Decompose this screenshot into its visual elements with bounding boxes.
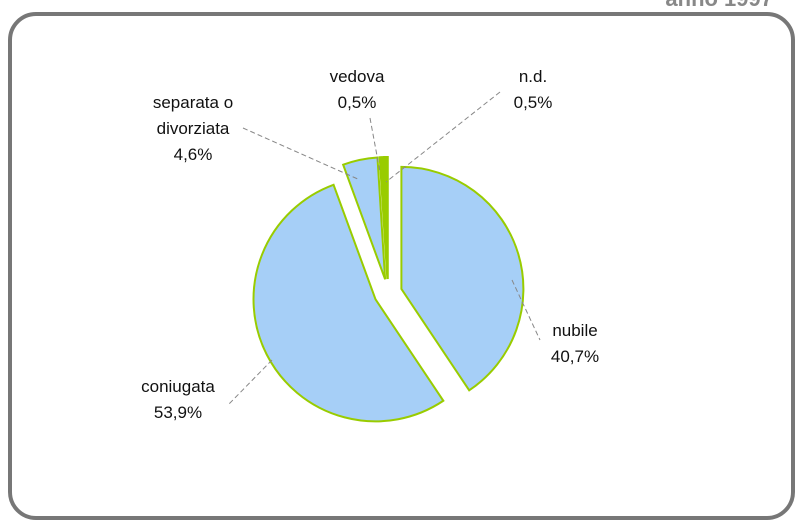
leader-line [369,117,381,173]
leader-line [227,359,273,406]
value-label: 0,5% [513,93,553,112]
pie-slice [382,156,389,280]
value-label: 53,9% [153,403,203,422]
leader-line [385,91,501,183]
category-label: coniugata [141,377,215,396]
pie-slice [252,183,445,423]
chart-title: anno 1997 [665,0,773,12]
leader-line [511,279,541,341]
category-label: n.d. [518,67,548,86]
category-label: nubile [552,321,598,340]
leader-line [242,127,361,181]
category-label: separata o divorziata [152,93,234,138]
value-label: 4,6% [173,145,213,164]
value-label: 40,7% [550,347,600,366]
pie-slice [400,165,525,392]
value-label: 0,5% [337,93,377,112]
category-label: vedova [329,67,385,86]
